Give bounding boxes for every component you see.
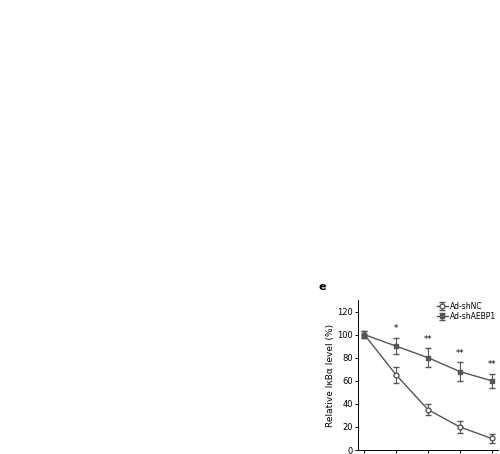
- Text: *: *: [394, 325, 398, 333]
- Text: **: **: [456, 349, 464, 358]
- Legend: Ad-shNC, Ad-shAEBP1: Ad-shNC, Ad-shAEBP1: [436, 301, 497, 322]
- Text: **: **: [424, 335, 432, 344]
- Text: e: e: [319, 282, 326, 292]
- Text: **: **: [488, 360, 496, 369]
- Y-axis label: Relative IκBα level (%): Relative IκBα level (%): [326, 323, 334, 427]
